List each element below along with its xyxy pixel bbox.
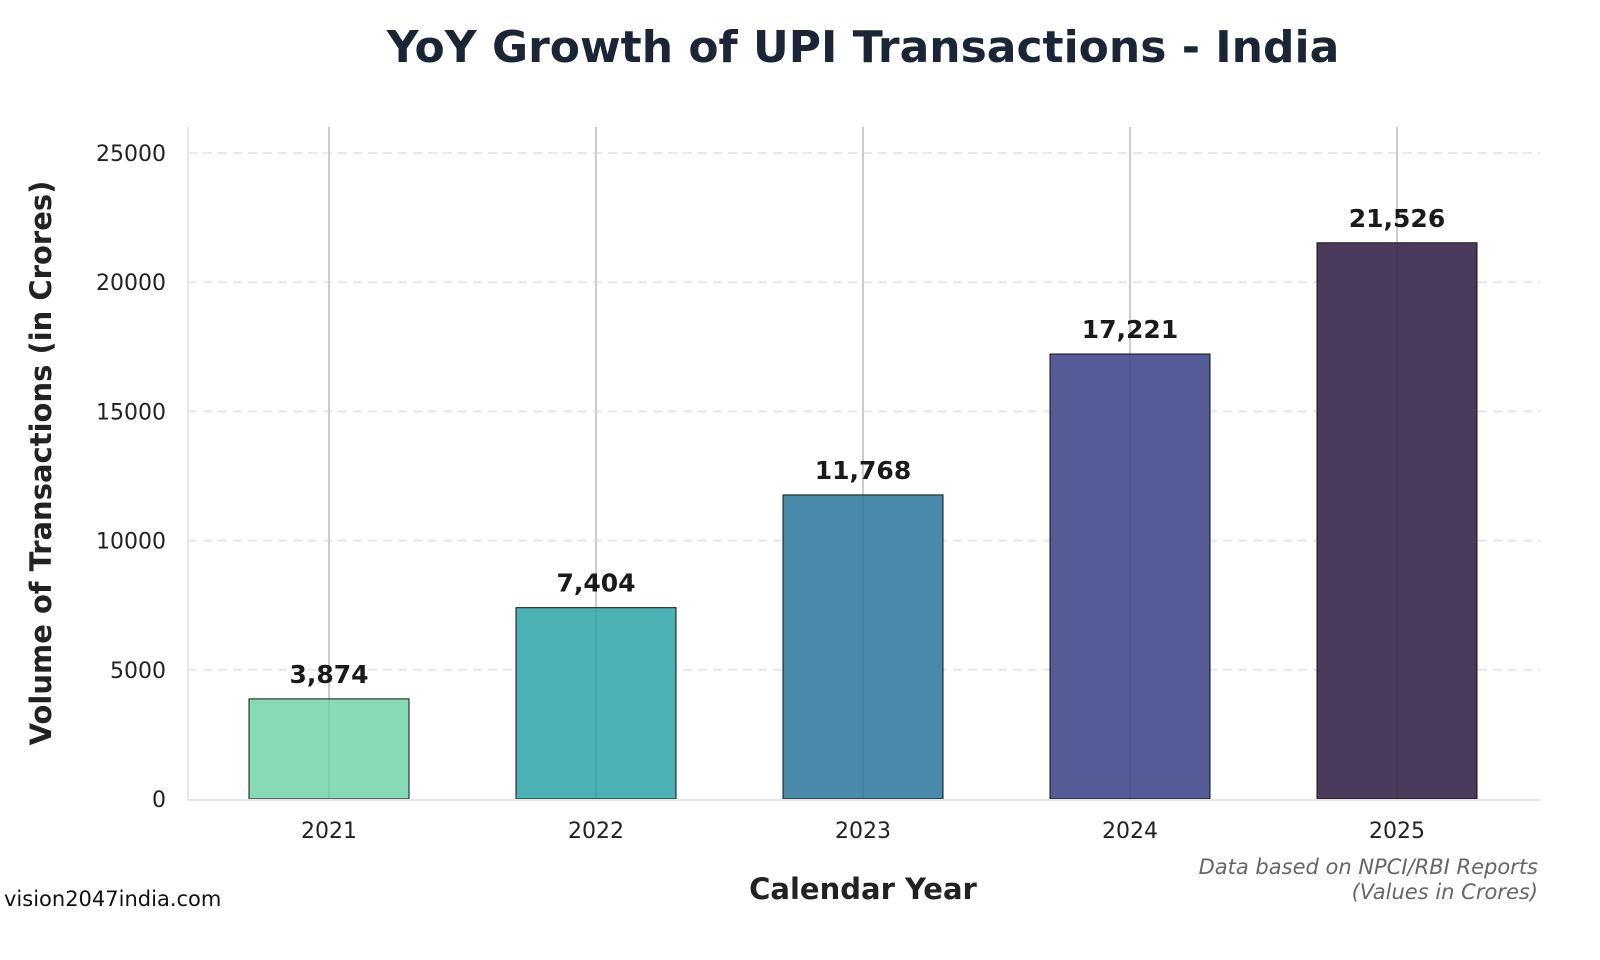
y-tick-label: 10000 bbox=[96, 530, 166, 555]
bar-2021 bbox=[248, 698, 410, 800]
value-label: 21,526 bbox=[1349, 204, 1445, 233]
bar-2025 bbox=[1316, 242, 1478, 800]
x-tick-label: 2025 bbox=[1369, 819, 1425, 844]
value-label: 3,874 bbox=[289, 660, 368, 689]
value-labels: 3,874 7,404 11,768 17,221 21,526 bbox=[289, 204, 1445, 689]
value-label: 7,404 bbox=[556, 569, 635, 598]
source-note-line1: Data based on NPCI/RBI Reports bbox=[1199, 855, 1538, 879]
y-tick-label: 15000 bbox=[96, 400, 166, 425]
bars bbox=[248, 242, 1478, 800]
watermark-credit: vision2047india.com bbox=[4, 887, 221, 911]
y-axis-label: Volume of Transactions (in Crores) bbox=[24, 181, 58, 746]
value-label: 11,768 bbox=[815, 456, 911, 485]
y-tick-labels: 0 5000 10000 15000 20000 25000 bbox=[96, 142, 166, 813]
x-axis-label: Calendar Year bbox=[749, 872, 977, 906]
x-tick-label: 2022 bbox=[568, 819, 624, 844]
source-note-line2: (Values in Crores) bbox=[1352, 880, 1538, 904]
x-tick-label: 2021 bbox=[301, 819, 357, 844]
x-tick-labels: 2021 2022 2023 2024 2025 bbox=[301, 819, 1425, 844]
vertical-gridlines-overlay bbox=[328, 243, 1398, 799]
value-label: 17,221 bbox=[1082, 315, 1178, 344]
x-tick-label: 2023 bbox=[835, 819, 891, 844]
chart-title: YoY Growth of UPI Transactions - India bbox=[386, 22, 1340, 73]
bar-2024 bbox=[1049, 353, 1211, 800]
bar-2022 bbox=[515, 607, 677, 800]
y-tick-label: 25000 bbox=[96, 142, 166, 167]
y-tick-label: 0 bbox=[152, 788, 166, 813]
x-tick-label: 2024 bbox=[1102, 819, 1158, 844]
y-tick-label: 5000 bbox=[110, 659, 166, 684]
y-tick-label: 20000 bbox=[96, 271, 166, 296]
bar-2023 bbox=[782, 494, 944, 800]
